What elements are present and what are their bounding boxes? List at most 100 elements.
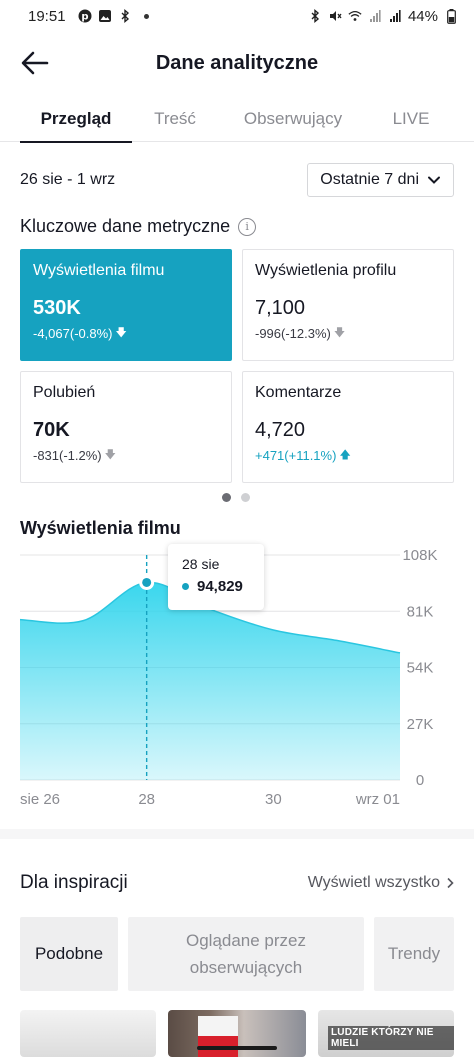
tooltip-date: 28 sie <box>182 556 220 572</box>
metric-value: 4,720 <box>255 419 306 441</box>
status-left: 19:51 p <box>28 8 149 25</box>
y-tick-label: 81K <box>407 603 434 620</box>
tab-followers[interactable]: Obserwujący <box>218 96 368 142</box>
chart-title: Wyświetlenia filmu <box>20 518 181 539</box>
chip-label: Oglądane przez obserwujących <box>185 930 307 977</box>
y-tick-label: 54K <box>407 660 434 677</box>
metric-change-text: -4,067(-0.8%) <box>33 326 113 341</box>
metric-value: 530K <box>33 297 81 319</box>
thumbnail-caption: LUDZIE KTÓRZY NIE MIELI <box>328 1026 454 1050</box>
highlight-point <box>142 577 152 587</box>
tab-label: Przegląd <box>40 109 112 128</box>
battery-percent: 44% <box>407 7 438 25</box>
page-title: Dane analityczne <box>155 51 319 74</box>
battery-icon <box>444 8 458 24</box>
arrow-down-icon: 🡇 <box>104 449 116 461</box>
mute-icon <box>328 9 342 23</box>
section-divider <box>0 829 474 839</box>
inspiration-title: Dla inspiracji <box>20 872 128 893</box>
arrow-down-icon: 🡇 <box>115 327 127 339</box>
bluetooth-icon <box>308 9 322 23</box>
y-tick-label: 108K <box>402 547 437 564</box>
tab-overview[interactable]: Przegląd <box>20 96 132 143</box>
bluetooth-icon <box>118 9 132 23</box>
tab-bar: Przegląd Treść Obserwujący LIVE <box>0 96 474 143</box>
metrics-pager <box>222 493 250 502</box>
x-tick-label: wrz 01 <box>355 791 400 808</box>
status-time: 19:51 <box>28 7 66 25</box>
status-right: 44% <box>308 8 458 25</box>
key-metrics-label: Kluczowe dane metryczne <box>20 216 231 236</box>
svg-text:p: p <box>81 12 88 23</box>
tab-label: LIVE <box>392 109 430 128</box>
notification-dot-icon <box>143 13 149 19</box>
tab-content[interactable]: Treść <box>132 96 218 142</box>
chart-title-label: Wyświetlenia filmu <box>20 518 181 538</box>
back-button[interactable] <box>20 50 50 76</box>
view-all-link[interactable]: Wyświetl wszystko <box>308 874 454 892</box>
metric-label: Komentarze <box>255 384 342 401</box>
header: Dane analityczne <box>0 38 474 88</box>
metric-label: Wyświetlenia profilu <box>255 262 397 279</box>
flag-image <box>198 1016 238 1036</box>
metric-change: -4,067(-0.8%) 🡇 <box>33 324 219 343</box>
chart-tooltip: 28 sie 94,829 <box>168 544 264 610</box>
metric-card-comments[interactable]: Komentarze 4,720 +471(+11.1%) 🡅 <box>242 371 454 483</box>
chip-label: Podobne <box>34 944 104 964</box>
gallery-icon <box>98 9 112 23</box>
y-tick-label: 0 <box>416 772 424 789</box>
pager-dot[interactable] <box>222 493 231 502</box>
period-value: Ostatnie 7 dni <box>320 171 419 188</box>
date-row: 26 sie - 1 wrz Ostatnie 7 dni <box>20 163 454 197</box>
metric-card-likes[interactable]: Polubień 70K -831(-1.2%) 🡇 <box>20 371 232 483</box>
key-metrics-title: Kluczowe dane metryczne i <box>20 216 257 237</box>
pinterest-icon: p <box>78 9 92 23</box>
metric-change-text: +471(+11.1%) <box>255 448 337 463</box>
date-range: 26 sie - 1 wrz <box>20 171 116 188</box>
x-tick-label: 30 <box>265 791 282 808</box>
tab-label: Obserwujący <box>243 109 343 128</box>
info-icon[interactable]: i <box>238 217 257 236</box>
metric-change: +471(+11.1%) 🡅 <box>255 446 441 465</box>
area-fill <box>20 582 400 780</box>
home-indicator <box>197 1046 277 1050</box>
tab-live[interactable]: LIVE <box>368 96 454 142</box>
metric-value: 7,100 <box>255 297 306 319</box>
tooltip-value: 94,829 <box>197 578 243 595</box>
pager-dot[interactable] <box>241 493 250 502</box>
view-all-label: Wyświetl wszystko <box>307 874 440 891</box>
chevron-down-icon <box>428 176 440 184</box>
arrow-up-icon: 🡅 <box>339 449 351 461</box>
signal-icon <box>368 9 382 23</box>
series-dot-icon <box>182 583 189 590</box>
chip-similar[interactable]: Podobne <box>20 917 118 991</box>
chevron-right-icon <box>447 877 454 889</box>
arrow-down-icon: 🡇 <box>333 327 346 339</box>
x-tick-label: sie 26 <box>20 791 60 808</box>
tab-label: Treść <box>154 109 196 128</box>
metric-label: Polubień <box>33 384 96 401</box>
video-thumbnail[interactable] <box>20 1010 156 1057</box>
metric-change: -996(-12.3%) 🡇 <box>255 324 441 343</box>
views-chart[interactable]: 108K 81K 54K 27K 0 sie 26 28 30 wrz 01 <box>0 540 474 820</box>
metric-change-text: -996(-12.3%) <box>255 326 331 341</box>
metric-card-video-views[interactable]: Wyświetlenia filmu 530K -4,067(-0.8%) 🡇 <box>20 249 232 361</box>
x-tick-label: 28 <box>138 791 155 808</box>
status-bar: 19:51 p 44% <box>0 0 474 32</box>
signal-icon <box>388 9 402 23</box>
wifi-icon <box>348 9 362 23</box>
period-dropdown[interactable]: Ostatnie 7 dni <box>307 163 454 197</box>
metric-label: Wyświetlenia filmu <box>33 262 165 279</box>
arrow-left-icon <box>21 51 49 75</box>
chip-label: Trendy <box>387 944 441 964</box>
metric-change: -831(-1.2%) 🡇 <box>33 446 219 465</box>
metric-card-profile-views[interactable]: Wyświetlenia profilu 7,100 -996(-12.3%) … <box>242 249 454 361</box>
video-thumbnail[interactable]: LUDZIE KTÓRZY NIE MIELI <box>318 1010 454 1057</box>
metric-value: 70K <box>33 419 70 441</box>
chip-trending[interactable]: Trendy <box>374 917 454 991</box>
chip-watched-by-followers[interactable]: Oglądane przez obserwujących <box>128 917 364 991</box>
y-tick-label: 27K <box>407 716 434 733</box>
tooltip-value-row: 94,829 <box>182 578 250 595</box>
metric-change-text: -831(-1.2%) <box>33 448 102 463</box>
inspiration-header: Dla inspiracji Wyświetl wszystko <box>20 868 454 898</box>
